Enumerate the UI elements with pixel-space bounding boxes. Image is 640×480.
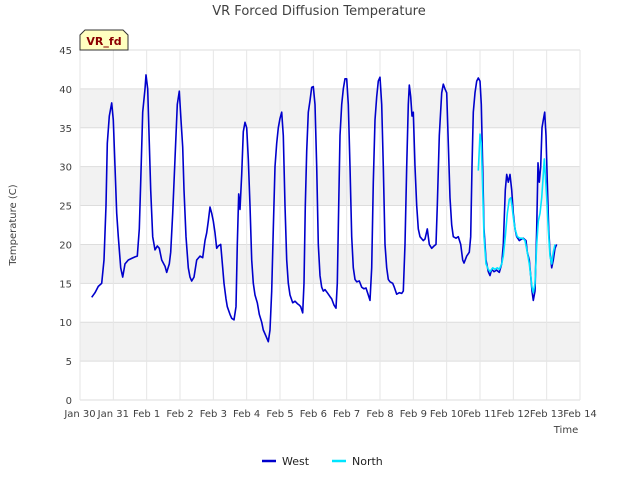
x-tick-label: Feb 13 (530, 409, 564, 420)
x-tick-label: Feb 14 (563, 409, 597, 420)
y-tick-label: 5 (66, 357, 72, 368)
x-tick-label: Feb 8 (366, 409, 393, 420)
y-tick-label: 45 (59, 46, 72, 57)
x-axis-ticks: Jan 30 Jan 31 Feb 1 Feb 2 Feb 3 Feb 4 Feb 5 Feb… (63, 409, 596, 420)
x-tick-label: Feb 2 (166, 409, 193, 420)
legend-label: North (352, 455, 383, 468)
y-tick-label: 20 (59, 240, 72, 251)
y-tick-label: 30 (59, 163, 72, 174)
y-axis-label: Temperature (C) (8, 184, 19, 266)
x-tick-label: Feb 6 (300, 409, 327, 420)
gridlines (79, 49, 581, 401)
y-axis-ticks: 0 5 10 15 20 25 30 35 40 45 (59, 46, 72, 407)
series-line-north (477, 133, 556, 294)
y-tick-label: 25 (59, 202, 72, 213)
x-tick-label: Feb 9 (400, 409, 427, 420)
plot-background (80, 50, 580, 400)
x-tick-label: Feb 11 (463, 409, 497, 420)
legend-label: West (282, 455, 310, 468)
x-tick-label: Feb 10 (430, 409, 464, 420)
series-layer (91, 74, 558, 343)
x-tick-label: Feb 5 (266, 409, 293, 420)
legend: West North (262, 455, 383, 468)
grid-band (80, 88, 580, 128)
x-tick-label: Jan 31 (97, 409, 129, 420)
x-tick-label: Jan 30 (63, 409, 95, 420)
grid-band (80, 322, 580, 362)
chart-title: VR Forced Diffusion Temperature (212, 4, 426, 19)
grid-band (80, 166, 580, 206)
legend-item-north: North (332, 455, 383, 468)
y-tick-label: 10 (59, 318, 72, 329)
badge-shape (79, 29, 129, 51)
y-tick-label: 40 (59, 85, 72, 96)
x-tick-label: Feb 1 (133, 409, 160, 420)
x-tick-label: Feb 12 (497, 409, 531, 420)
x-tick-label: Feb 3 (200, 409, 227, 420)
x-axis-label: Time (553, 425, 578, 436)
y-tick-label: 0 (66, 396, 72, 407)
badge-label: VR_fd (86, 35, 121, 48)
y-tick-label: 15 (59, 279, 72, 290)
legend-item-west: West (262, 455, 310, 468)
x-tick-label: Feb 7 (333, 409, 360, 420)
y-tick-label: 35 (59, 124, 72, 135)
x-tick-label: Feb 4 (233, 409, 260, 420)
badge: VR_fd (79, 29, 129, 51)
